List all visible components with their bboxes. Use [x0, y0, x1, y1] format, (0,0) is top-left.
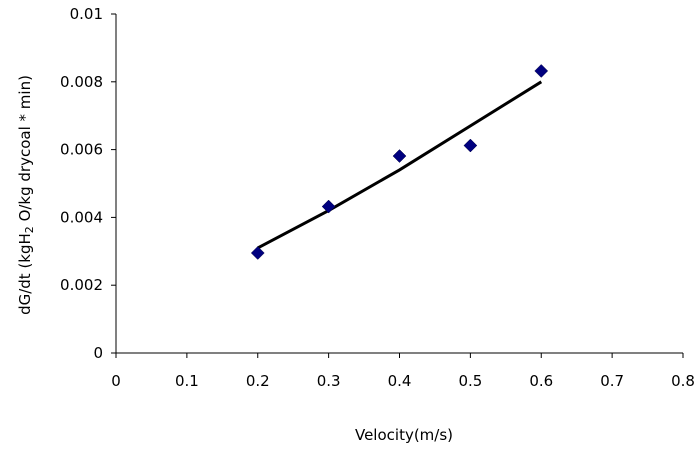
y-axis-title: dG/dt (kgH2 O/kg drycoal * min)	[16, 75, 36, 315]
x-tick-label: 0.8	[671, 372, 695, 390]
data-point-diamond	[463, 138, 478, 153]
x-axis-title: Velocity(m/s)	[355, 426, 453, 444]
axes	[115, 14, 683, 354]
trend-line	[257, 80, 543, 250]
y-axis-title-multiply: *	[16, 113, 34, 121]
y-axis-title-part: dG/dt (kgH	[16, 233, 34, 315]
y-axis-title-part: O/kg drycoal	[16, 121, 34, 226]
data-point-diamond	[321, 199, 336, 214]
y-axis-title-subscript: 2	[23, 226, 36, 233]
y-tick-label: 0.002	[60, 276, 103, 294]
y-tick-label: 0.006	[60, 141, 103, 159]
data-point-diamond	[534, 64, 549, 78]
y-tick-label: 0	[93, 344, 103, 362]
x-axis-ticks: 0 0.1 0.2 0.3 0.4 0.5 0.6 0.7 0.8	[111, 353, 695, 390]
x-tick-label: 0.7	[600, 372, 624, 390]
data-points	[250, 64, 549, 260]
y-tick-label: 0.004	[60, 208, 103, 226]
y-tick-label: 0.008	[60, 73, 103, 91]
y-tick-label: 0.01	[70, 5, 103, 23]
x-tick-label: 0.6	[529, 372, 553, 390]
x-tick-label: 0	[111, 372, 121, 390]
x-tick-label: 0.4	[388, 372, 412, 390]
x-tick-label: 0.2	[246, 372, 270, 390]
y-axis-title-part: min)	[16, 75, 34, 114]
x-tick-label: 0.3	[317, 372, 341, 390]
data-point-diamond	[250, 246, 265, 260]
data-point-diamond	[392, 149, 407, 163]
x-tick-label: 0.5	[458, 372, 482, 390]
x-tick-label: 0.1	[175, 372, 199, 390]
y-axis-ticks: 0 0.002 0.004 0.006 0.008 0.01	[60, 5, 116, 362]
